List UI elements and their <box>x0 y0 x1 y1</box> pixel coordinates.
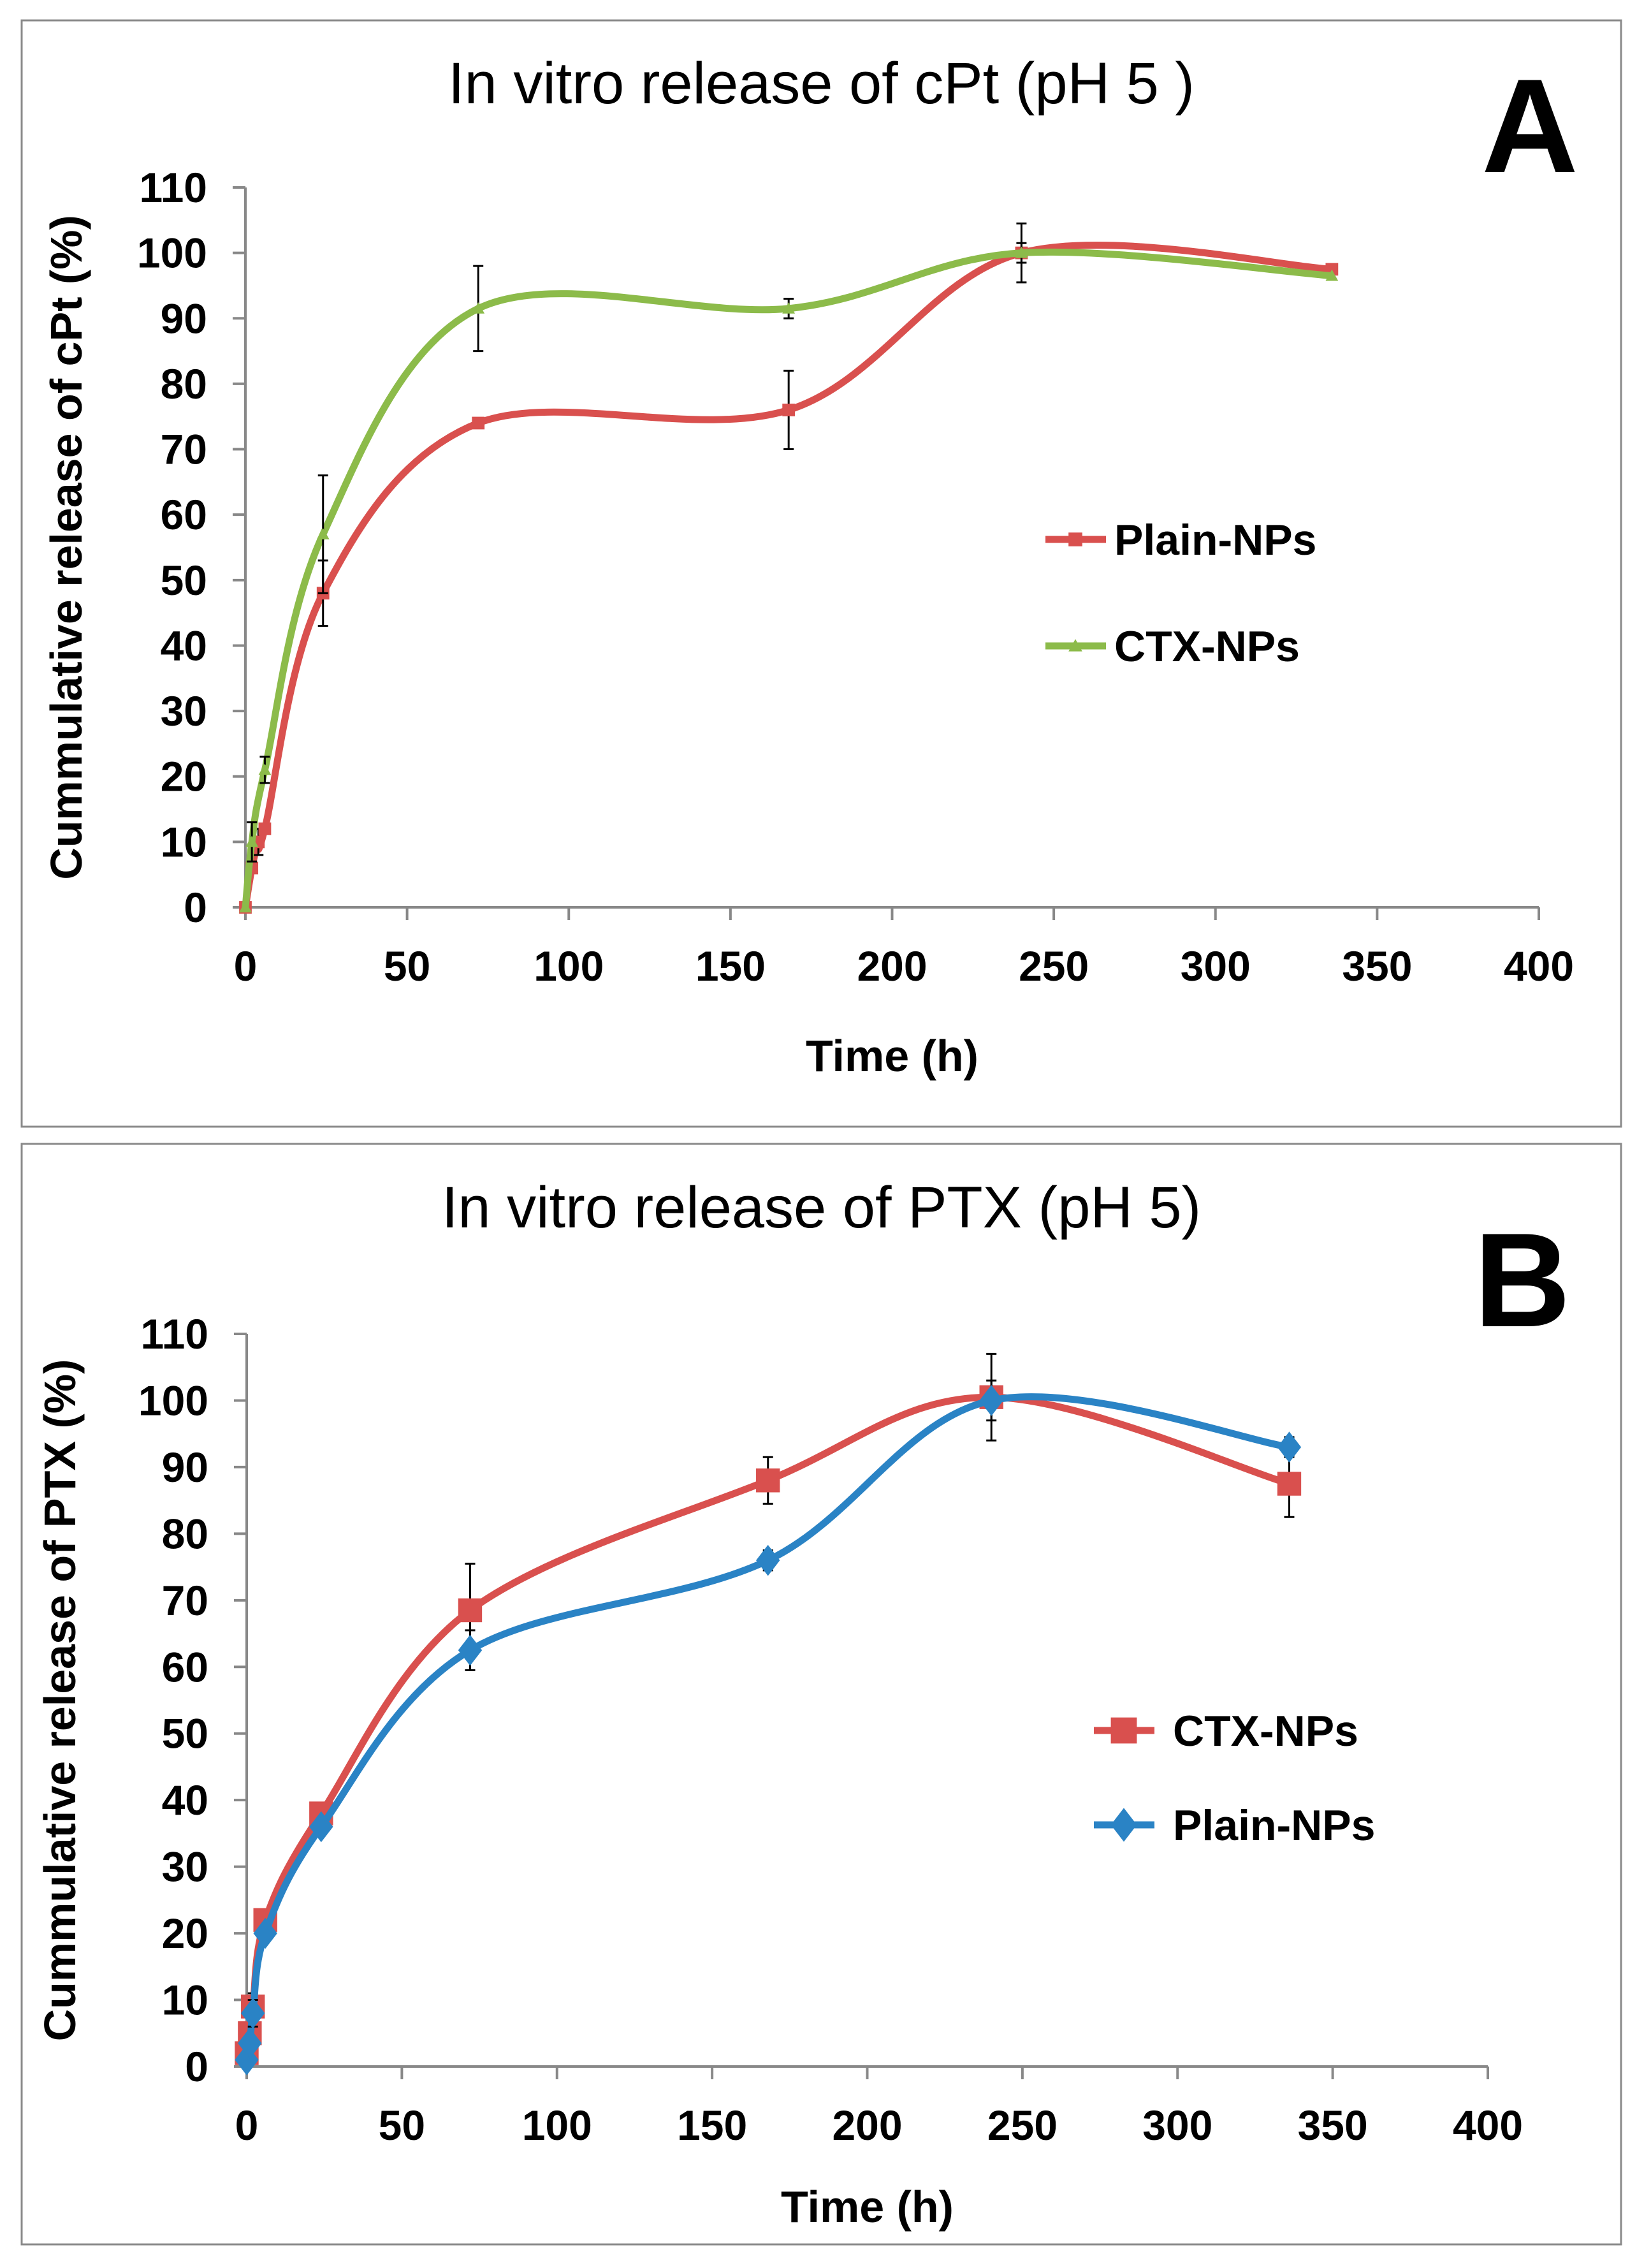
y-tick-label: 40 <box>162 1776 208 1824</box>
y-axis-label: Cummulative release of PTX (%) <box>35 1359 85 2042</box>
data-point <box>756 1468 780 1493</box>
x-tick-label: 150 <box>695 942 766 990</box>
panel-a: In vitro release of cPt (pH 5 ) A0 50 100 15… <box>20 19 1622 1128</box>
legend-label: CTX-NPs <box>1114 622 1300 671</box>
data-point <box>782 302 796 314</box>
legend-label: CTX-NPs <box>1173 1707 1358 1755</box>
x-axis-label: Time (h) <box>781 2182 954 2232</box>
y-tick-label: 70 <box>161 426 207 473</box>
data-point <box>258 822 272 835</box>
y-tick-label: 60 <box>161 491 207 538</box>
series-plain-nps <box>235 1379 1302 2075</box>
x-tick-label: 200 <box>857 942 927 990</box>
x-tick-label: 0 <box>234 942 258 990</box>
y-tick-label: 70 <box>162 1577 208 1624</box>
panel-label: A <box>1481 51 1578 201</box>
panel-border <box>20 19 1622 1128</box>
data-point <box>472 416 485 430</box>
y-tick-label: 100 <box>138 1377 208 1424</box>
y-tick-label: 0 <box>185 2043 208 2090</box>
data-point <box>1277 1431 1302 1463</box>
x-tick-label: 300 <box>1181 942 1251 990</box>
legend-item: CTX-NPs <box>1045 622 1300 671</box>
data-point <box>1110 1808 1137 1842</box>
data-point <box>458 1598 483 1623</box>
data-point <box>239 901 252 912</box>
y-tick-label: 50 <box>161 557 207 604</box>
y-tick-label: 100 <box>137 230 207 277</box>
y-tick-label: 80 <box>162 1510 208 1557</box>
data-point <box>979 1385 1003 1416</box>
x-axis-label: Time (h) <box>806 1031 978 1081</box>
y-tick-label: 0 <box>184 884 207 931</box>
x-tick-label: 50 <box>384 942 430 990</box>
chart-title: In vitro release of PTX (pH 5) <box>442 1175 1201 1240</box>
panel-border <box>20 1143 1622 2246</box>
legend-item: Plain-NPs <box>1045 516 1316 564</box>
y-tick-label: 30 <box>161 687 207 735</box>
data-point <box>458 1634 483 1666</box>
data-point <box>245 835 259 847</box>
legend-item: Plain-NPs <box>1094 1801 1375 1850</box>
panel-label: B <box>1474 1205 1571 1355</box>
panel-b: In vitro release of PTX (pH 5) B0 50 100 150… <box>20 1143 1622 2246</box>
y-tick-label: 10 <box>161 818 207 865</box>
x-tick-label: 300 <box>1142 2102 1212 2149</box>
x-tick-label: 0 <box>235 2102 259 2149</box>
x-tick-label: 200 <box>832 2102 902 2149</box>
y-axis-label: Cummulative release of cPt (%) <box>41 215 91 880</box>
data-point <box>309 1811 333 1843</box>
y-tick-label: 40 <box>161 622 207 669</box>
data-point <box>756 1544 780 1576</box>
data-point <box>253 1917 277 1949</box>
y-tick-label: 60 <box>162 1643 208 1690</box>
legend-item: CTX-NPs <box>1094 1707 1358 1755</box>
x-tick-label: 50 <box>379 2102 425 2149</box>
legend-label: Plain-NPs <box>1114 516 1316 564</box>
y-tick-label: 20 <box>162 1910 208 1957</box>
data-point <box>1110 1717 1137 1744</box>
data-point <box>472 302 485 314</box>
data-point <box>241 1998 265 2029</box>
series-ctx-nps <box>239 242 1339 912</box>
x-tick-label: 400 <box>1453 2102 1523 2149</box>
x-tick-label: 250 <box>987 2102 1058 2149</box>
y-tick-label: 80 <box>161 360 207 407</box>
y-tick-label: 20 <box>161 753 207 800</box>
data-point <box>1325 269 1339 281</box>
x-tick-label: 150 <box>677 2102 747 2149</box>
y-tick-label: 30 <box>162 1843 208 1891</box>
x-tick-label: 350 <box>1342 942 1412 990</box>
y-tick-label: 50 <box>162 1710 208 1757</box>
y-tick-label: 10 <box>162 1977 208 2024</box>
data-point <box>238 2028 262 2059</box>
data-point <box>258 763 272 775</box>
data-point <box>316 528 330 539</box>
x-tick-label: 100 <box>534 942 604 990</box>
chart-title: In vitro release of cPt (pH 5 ) <box>448 51 1195 116</box>
y-tick-label: 90 <box>161 295 207 342</box>
data-point <box>782 404 796 416</box>
x-tick-label: 350 <box>1298 2102 1368 2149</box>
y-tick-label: 110 <box>141 1310 208 1357</box>
data-point <box>1068 639 1082 652</box>
x-tick-label: 100 <box>522 2102 592 2149</box>
legend-label: Plain-NPs <box>1173 1801 1375 1850</box>
data-point <box>1068 532 1082 546</box>
x-tick-label: 400 <box>1504 942 1574 990</box>
x-tick-label: 250 <box>1019 942 1089 990</box>
y-tick-label: 90 <box>162 1444 208 1491</box>
y-tick-label: 110 <box>140 164 207 211</box>
data-point <box>1015 246 1028 258</box>
data-point <box>1277 1472 1302 1496</box>
